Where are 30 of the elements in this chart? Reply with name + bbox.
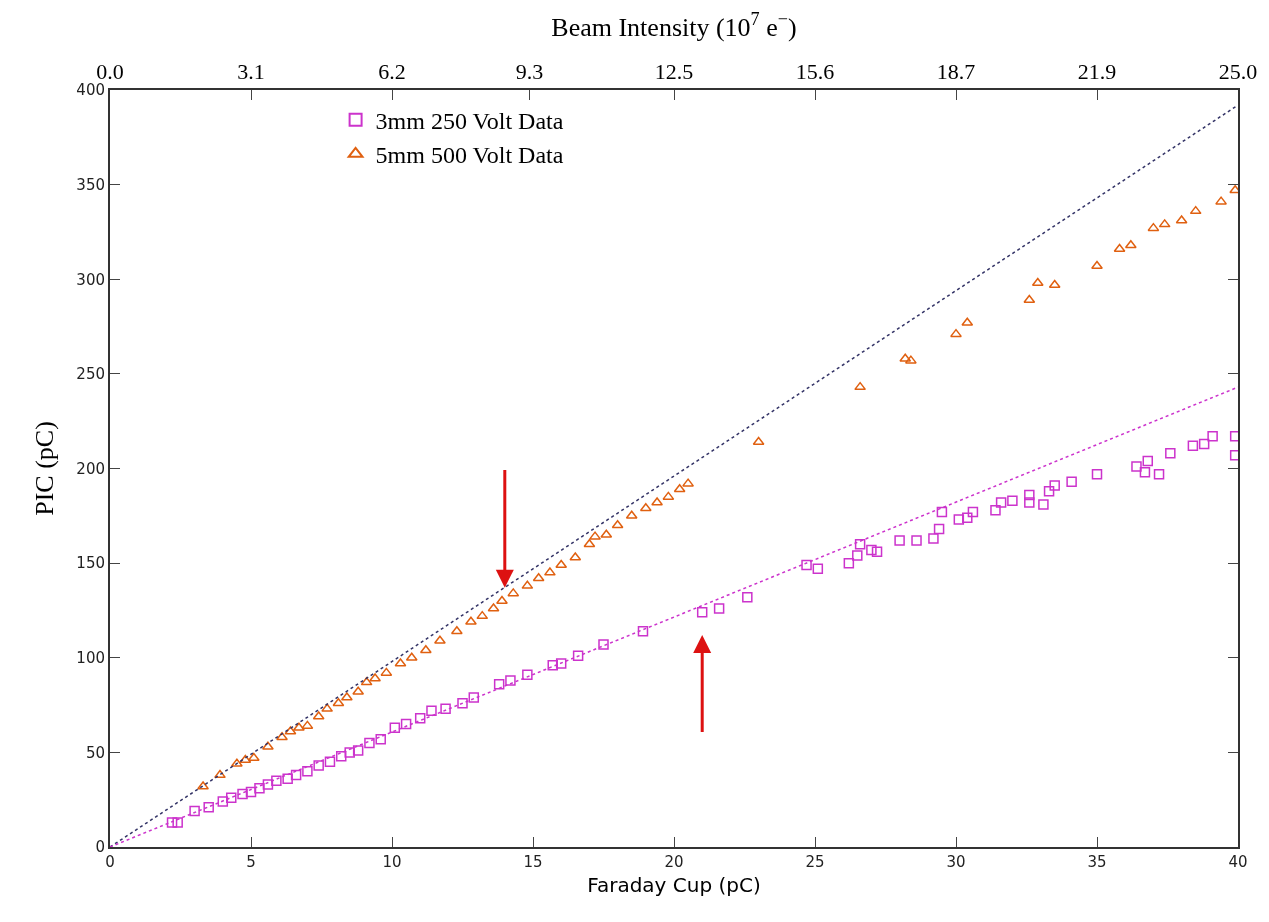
y-tick-label: 400 <box>76 81 105 100</box>
x2-tick-label: 15.6 <box>795 59 835 85</box>
x2-tick-label: 21.9 <box>1077 59 1117 85</box>
legend-label: 3mm 250 Volt Data <box>375 108 564 135</box>
y-tick-label: 50 <box>85 743 105 762</box>
legend-label: 5mm 500 Volt Data <box>375 142 564 169</box>
x-tick-label: 40 <box>1228 853 1248 871</box>
x-tick-label: 35 <box>1087 853 1107 871</box>
x2-tick-label: 12.5 <box>654 59 694 85</box>
x-tick-label: 10 <box>382 853 402 871</box>
y-tick-label: 350 <box>76 175 105 194</box>
x-tick-label: 15 <box>523 853 543 871</box>
y-tick-label: 100 <box>76 649 105 667</box>
x2-axis-title: Beam Intensity (10$^{7}$ e$^{−}$) <box>551 9 797 43</box>
x-tick-label: 30 <box>946 853 966 871</box>
y-axis-title: PIC (pC) <box>30 421 60 516</box>
x-tick-label: 5 <box>246 853 256 871</box>
y-tick-label: 0 <box>95 838 105 857</box>
x-tick-label: 25 <box>805 853 825 871</box>
x2-tick-label: 18.7 <box>936 59 976 85</box>
x2-tick-label: 25.0 <box>1218 59 1258 85</box>
y-tick-label: 300 <box>76 270 105 289</box>
x-axis-title: Faraday Cup (pC) <box>587 873 761 897</box>
y-tick-label: 250 <box>76 365 105 384</box>
y-tick-label: 150 <box>76 554 105 573</box>
x2-tick-label: 9.3 <box>515 59 544 85</box>
y-tick-label: 200 <box>76 459 105 478</box>
x-tick-label: 20 <box>664 853 684 871</box>
x2-tick-label: 3.1 <box>237 59 265 85</box>
x2-tick-label: 6.2 <box>378 59 406 85</box>
